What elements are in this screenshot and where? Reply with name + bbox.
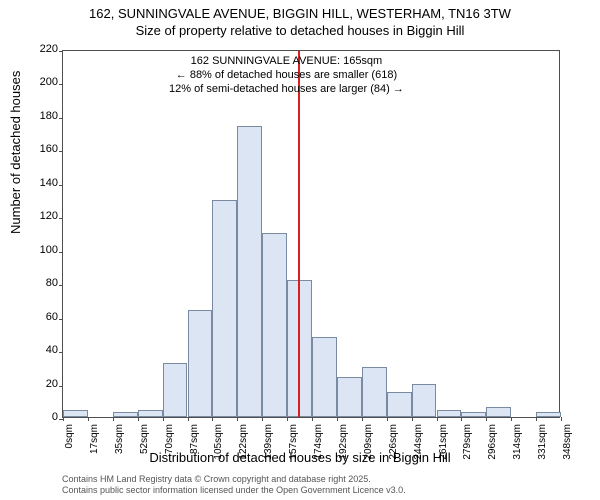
xtick-mark xyxy=(337,417,338,421)
ytick-label: 140 xyxy=(18,177,58,189)
footer-attribution: Contains HM Land Registry data © Crown c… xyxy=(62,474,406,496)
histogram-bar xyxy=(461,412,486,417)
xtick-mark xyxy=(163,417,164,421)
ytick-label: 160 xyxy=(18,143,58,155)
annotation-line-1: 162 SUNNINGVALE AVENUE: 165sqm xyxy=(169,55,404,69)
xtick-label: 261sqm xyxy=(438,424,449,464)
xtick-mark xyxy=(486,417,487,421)
xtick-mark xyxy=(437,417,438,421)
histogram-bar xyxy=(387,392,412,417)
ytick-mark xyxy=(59,319,63,320)
footer-line-1: Contains HM Land Registry data © Crown c… xyxy=(62,474,406,485)
annotation-line-2: ← 88% of detached houses are smaller (61… xyxy=(169,69,404,83)
histogram-bar xyxy=(412,384,437,417)
ytick-label: 200 xyxy=(18,76,58,88)
histogram-bar xyxy=(262,233,287,417)
histogram-bar xyxy=(536,412,561,417)
xtick-label: 52sqm xyxy=(139,424,150,464)
histogram-bar xyxy=(138,410,163,417)
histogram-bar xyxy=(113,412,138,417)
xtick-mark xyxy=(412,417,413,421)
xtick-label: 70sqm xyxy=(164,424,175,464)
ytick-label: 180 xyxy=(18,110,58,122)
ytick-label: 40 xyxy=(18,344,58,356)
xtick-label: 157sqm xyxy=(288,424,299,464)
xtick-mark xyxy=(287,417,288,421)
ytick-label: 120 xyxy=(18,210,58,222)
xtick-mark xyxy=(63,417,64,421)
xtick-mark xyxy=(113,417,114,421)
xtick-mark xyxy=(561,417,562,421)
histogram-bar xyxy=(212,200,237,417)
xtick-mark xyxy=(212,417,213,421)
title-line-1: 162, SUNNINGVALE AVENUE, BIGGIN HILL, WE… xyxy=(0,6,600,23)
ytick-mark xyxy=(59,285,63,286)
ytick-mark xyxy=(59,51,63,52)
histogram-bar xyxy=(237,126,262,417)
xtick-mark xyxy=(237,417,238,421)
xtick-label: 174sqm xyxy=(313,424,324,464)
xtick-label: 87sqm xyxy=(189,424,200,464)
xtick-mark xyxy=(88,417,89,421)
ytick-label: 100 xyxy=(18,244,58,256)
xtick-label: 244sqm xyxy=(413,424,424,464)
footer-line-2: Contains public sector information licen… xyxy=(62,485,406,496)
xtick-mark xyxy=(536,417,537,421)
histogram-bar xyxy=(63,410,88,417)
ytick-label: 220 xyxy=(18,43,58,55)
ytick-mark xyxy=(59,252,63,253)
xtick-label: 348sqm xyxy=(562,424,573,464)
xtick-mark xyxy=(511,417,512,421)
xtick-label: 105sqm xyxy=(213,424,224,464)
ytick-label: 80 xyxy=(18,277,58,289)
xtick-label: 192sqm xyxy=(338,424,349,464)
chart-title: 162, SUNNINGVALE AVENUE, BIGGIN HILL, WE… xyxy=(0,0,600,40)
xtick-mark xyxy=(138,417,139,421)
xtick-mark xyxy=(312,417,313,421)
ytick-mark xyxy=(59,386,63,387)
xtick-mark xyxy=(188,417,189,421)
xtick-label: 35sqm xyxy=(114,424,125,464)
xtick-label: 331sqm xyxy=(537,424,548,464)
ytick-label: 0 xyxy=(18,411,58,423)
xtick-label: 226sqm xyxy=(388,424,399,464)
xtick-label: 122sqm xyxy=(238,424,249,464)
ytick-mark xyxy=(59,352,63,353)
xtick-mark xyxy=(387,417,388,421)
xtick-label: 209sqm xyxy=(363,424,374,464)
ytick-mark xyxy=(59,185,63,186)
histogram-bar xyxy=(362,367,387,417)
xtick-mark xyxy=(262,417,263,421)
ytick-mark xyxy=(59,218,63,219)
histogram-bar xyxy=(486,407,511,417)
xtick-label: 17sqm xyxy=(89,424,100,464)
histogram-bar xyxy=(337,377,362,417)
histogram-bar xyxy=(312,337,337,417)
histogram-bar xyxy=(437,410,462,417)
xtick-mark xyxy=(461,417,462,421)
ytick-mark xyxy=(59,84,63,85)
xtick-mark xyxy=(362,417,363,421)
xtick-label: 314sqm xyxy=(512,424,523,464)
ytick-label: 60 xyxy=(18,311,58,323)
annotation-box: 162 SUNNINGVALE AVENUE: 165sqm ← 88% of … xyxy=(169,55,404,96)
xtick-label: 279sqm xyxy=(462,424,473,464)
ytick-label: 20 xyxy=(18,378,58,390)
histogram-bar xyxy=(163,363,188,417)
ytick-mark xyxy=(59,118,63,119)
xtick-label: 139sqm xyxy=(263,424,274,464)
reference-line xyxy=(298,51,300,417)
title-line-2: Size of property relative to detached ho… xyxy=(0,23,600,40)
annotation-line-3: 12% of semi-detached houses are larger (… xyxy=(169,83,404,97)
histogram-bar xyxy=(188,310,213,417)
xtick-label: 0sqm xyxy=(64,424,75,464)
plot-area: 162 SUNNINGVALE AVENUE: 165sqm ← 88% of … xyxy=(62,50,560,418)
ytick-mark xyxy=(59,151,63,152)
xtick-label: 296sqm xyxy=(487,424,498,464)
